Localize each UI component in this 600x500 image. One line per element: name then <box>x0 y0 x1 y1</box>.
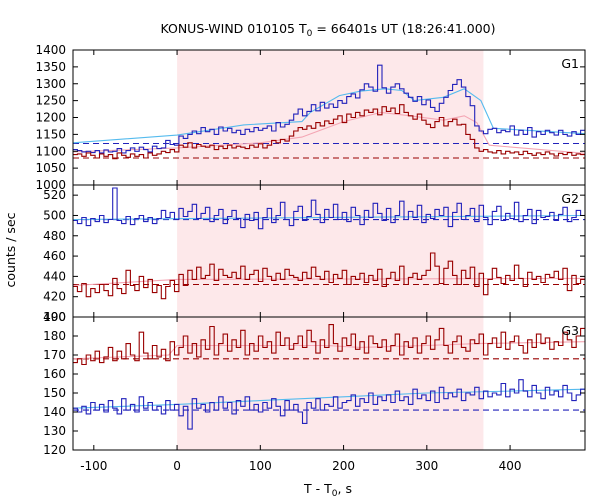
g1-y-tick-label: 1000 <box>35 178 66 192</box>
g1-y-tick-label: 1400 <box>35 43 66 57</box>
g3-series-red <box>73 324 585 366</box>
g1-y-tick-label: 1100 <box>35 144 66 158</box>
g3-y-tick-label: 150 <box>43 386 66 400</box>
g2-y-tick-label: 480 <box>43 229 66 243</box>
g2-y-tick-label: 520 <box>43 188 66 202</box>
burst-interval-shade <box>177 50 484 450</box>
x-axis-label: T - T0, s <box>303 481 352 499</box>
g1-y-tick-label: 1150 <box>35 127 66 141</box>
g3-y-tick-label: 190 <box>43 310 66 324</box>
x-tick-label: 400 <box>499 459 522 473</box>
g3-series-blue <box>73 379 585 430</box>
x-tick-label: 300 <box>415 459 438 473</box>
g3-y-tick-label: 180 <box>43 329 66 343</box>
g1-y-tick-label: 1350 <box>35 60 66 74</box>
plot-area: 100010501100115012001250130013501400G140… <box>35 43 586 473</box>
g3-y-tick-label: 120 <box>43 443 66 457</box>
g2-panel-label: G2 <box>561 191 579 206</box>
g1-y-tick-label: 1300 <box>35 77 66 91</box>
g3-y-tick-label: 160 <box>43 367 66 381</box>
g1-y-tick-label: 1200 <box>35 111 66 125</box>
g1-panel-label: G1 <box>561 56 579 71</box>
svg-text:T - T0, s: T - T0, s <box>303 481 352 499</box>
x-tick-label: 0 <box>173 459 181 473</box>
g3-y-tick-label: 170 <box>43 348 66 362</box>
x-tick-label: -100 <box>80 459 107 473</box>
g1-smooth-curve-cyan <box>72 88 586 144</box>
title-pre: KONUS-WIND 010105 T <box>160 21 306 36</box>
x-tick-label: 100 <box>249 459 272 473</box>
xlabel-post: , s <box>338 481 352 496</box>
x-tick-label: 200 <box>332 459 355 473</box>
title-post: = 66401s UT (18:26:41.000) <box>312 21 495 36</box>
g2-y-tick-label: 440 <box>43 269 66 283</box>
g3-y-tick-label: 130 <box>43 424 66 438</box>
g2-series-blue <box>73 187 585 230</box>
xlabel-subscript: 0 <box>332 489 338 499</box>
title-subscript: 0 <box>307 29 313 39</box>
chart-title: KONUS-WIND 010105 T0 = 66401s UT (18:26:… <box>160 21 495 39</box>
svg-text:KONUS-WIND 010105 T0 = 66401s: KONUS-WIND 010105 T0 = 66401s UT (18:26:… <box>160 21 495 39</box>
g2-series-red <box>73 252 585 300</box>
g2-y-tick-label: 460 <box>43 249 66 263</box>
g2-smooth-curve-pink <box>72 277 586 287</box>
g2-y-tick-label: 400 <box>43 310 66 324</box>
g3-panel-label: G3 <box>561 323 579 338</box>
g1-y-tick-label: 1050 <box>35 161 66 175</box>
g1-y-tick-label: 1250 <box>35 94 66 108</box>
g2-y-tick-label: 420 <box>43 290 66 304</box>
y-axis-label: counts / sec <box>3 212 18 287</box>
g2-y-tick-label: 500 <box>43 208 66 222</box>
g1-series-blue <box>73 64 585 154</box>
g3-panel-frame <box>72 316 586 451</box>
g1-series-red <box>73 104 585 160</box>
g3-y-tick-label: 140 <box>43 405 66 419</box>
xlabel-pre: T - T <box>303 481 332 496</box>
